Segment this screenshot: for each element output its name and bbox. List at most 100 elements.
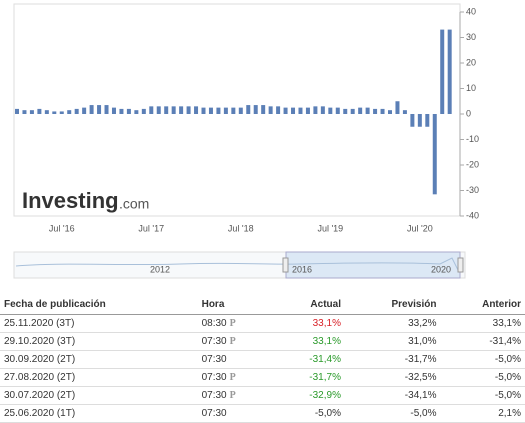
table-cell: 08:30 P bbox=[197, 314, 274, 333]
table-cell: -32,5% bbox=[344, 368, 441, 387]
bar bbox=[216, 107, 221, 114]
bar bbox=[447, 29, 452, 114]
table-cell: -5,0% bbox=[440, 386, 525, 405]
y-tick-label: -20 bbox=[466, 159, 479, 169]
cell-text: 29.10.2020 (3T) bbox=[4, 336, 76, 347]
table-cell: 07:30 bbox=[197, 404, 274, 423]
column-header: Actual bbox=[273, 294, 345, 315]
preliminary-icon: P bbox=[229, 336, 236, 347]
bar bbox=[194, 106, 199, 114]
bar bbox=[373, 108, 378, 114]
bar bbox=[149, 106, 154, 114]
bar bbox=[201, 107, 206, 114]
table-cell: 30.09.2020 (2T) bbox=[0, 350, 198, 369]
table-cell: 29.10.2020 (3T) bbox=[0, 332, 198, 351]
bar bbox=[89, 105, 94, 114]
navigator-window bbox=[285, 251, 461, 279]
y-tick-label: 10 bbox=[466, 83, 476, 93]
bar bbox=[410, 114, 415, 127]
navigator-line bbox=[15, 257, 459, 271]
navigator-label: 2020 bbox=[431, 264, 451, 274]
navigator-handle[interactable] bbox=[282, 257, 289, 273]
cell-text: 33,1% bbox=[492, 318, 521, 329]
header-row: Fecha de publicación Hora Actual Previsión A… bbox=[0, 294, 525, 315]
y-tick-label: -10 bbox=[466, 134, 479, 144]
bar bbox=[22, 110, 27, 114]
bar bbox=[253, 105, 258, 114]
bar bbox=[343, 108, 348, 114]
bar bbox=[104, 105, 109, 114]
cell-text: -5,0% bbox=[494, 372, 521, 383]
cell-text: -31,4% bbox=[489, 336, 521, 347]
table-row: 25.11.2020 (3T) 08:30 P 33,1% 33,2% 33,1% bbox=[0, 314, 525, 333]
column-header: Previsión bbox=[344, 294, 441, 315]
table-cell: 33,1% bbox=[273, 332, 345, 351]
bar bbox=[261, 105, 266, 114]
table-cell: -5,0% bbox=[440, 350, 525, 369]
bar bbox=[171, 106, 176, 114]
bar bbox=[388, 110, 392, 114]
cell-text: -32,5% bbox=[404, 372, 437, 383]
bar bbox=[402, 110, 407, 114]
bar bbox=[179, 106, 184, 114]
bar bbox=[417, 114, 422, 127]
x-tick-label: Jul '19 bbox=[317, 223, 343, 233]
table-cell: -31,4% bbox=[273, 350, 345, 369]
bar bbox=[238, 107, 243, 114]
bar bbox=[37, 108, 42, 114]
y-tick-label: 40 bbox=[466, 6, 476, 16]
table-cell: 07:30 P bbox=[197, 368, 274, 387]
table-row: 27.08.2020 (2T) 07:30 P -31,7% -32,5% -5,0% bbox=[0, 368, 525, 387]
table-cell: 07:30 bbox=[197, 350, 274, 369]
navigator-label: 2012 bbox=[150, 264, 170, 274]
bar bbox=[350, 108, 355, 114]
watermark-suffix: .com bbox=[119, 196, 149, 212]
cell-text: 33,2% bbox=[408, 318, 437, 329]
cell-text: 08:30 bbox=[201, 318, 227, 329]
bar bbox=[126, 108, 131, 114]
bar bbox=[29, 110, 34, 114]
table-row: 25.06.2020 (1T) 07:30 -5,0% -5,0% 2,1% bbox=[0, 404, 525, 423]
table-row: 30.09.2020 (2T) 07:30 -31,4% -31,7% -5,0% bbox=[0, 350, 525, 369]
table-cell: -5,0% bbox=[273, 404, 345, 423]
bar bbox=[164, 106, 169, 114]
bar bbox=[134, 110, 139, 114]
cell-text: -5,0% bbox=[410, 408, 437, 419]
bar bbox=[276, 106, 281, 114]
cell-text: 07:30 bbox=[201, 390, 227, 401]
table-cell: -32,9% bbox=[273, 386, 345, 405]
table-cell: 33,1% bbox=[273, 314, 345, 333]
cell-text: 30.09.2020 (2T) bbox=[4, 354, 76, 365]
table-cell: -34,1% bbox=[344, 386, 441, 405]
bar bbox=[268, 106, 273, 114]
table-row: 29.10.2020 (3T) 07:30 P 33,1% 31,0% -31,4% bbox=[0, 332, 525, 351]
bar bbox=[15, 108, 19, 114]
table-cell: 25.06.2020 (1T) bbox=[0, 404, 198, 423]
bar bbox=[67, 110, 72, 114]
table-cell: -5,0% bbox=[344, 404, 441, 423]
cell-text: 33,1% bbox=[312, 318, 341, 329]
column-header: Anterior bbox=[440, 294, 525, 315]
preliminary-icon: P bbox=[229, 372, 236, 383]
bar bbox=[156, 106, 161, 114]
cell-text: 07:30 bbox=[201, 408, 227, 419]
bar bbox=[119, 108, 124, 114]
cell-text: -31,7% bbox=[309, 372, 341, 383]
table-cell: 31,0% bbox=[344, 332, 441, 351]
bar bbox=[111, 107, 116, 114]
table-cell: -31,7% bbox=[273, 368, 345, 387]
preliminary-icon: P bbox=[229, 390, 236, 401]
column-header: Hora bbox=[197, 294, 274, 315]
cell-text: 07:30 bbox=[201, 336, 227, 347]
chart: Investing .com 2012 2016 2020 -40 -30 -20 -… bbox=[13, 3, 479, 279]
table-cell: 33,2% bbox=[344, 314, 441, 333]
table-cell: 25.11.2020 (3T) bbox=[0, 314, 198, 333]
cell-text: -32,9% bbox=[309, 390, 341, 401]
y-tick-label: -40 bbox=[466, 210, 479, 220]
bar bbox=[291, 107, 296, 114]
bar bbox=[223, 107, 228, 114]
bar bbox=[320, 106, 325, 114]
navigator-handle[interactable] bbox=[457, 257, 464, 273]
y-tick-label: 30 bbox=[466, 32, 476, 42]
